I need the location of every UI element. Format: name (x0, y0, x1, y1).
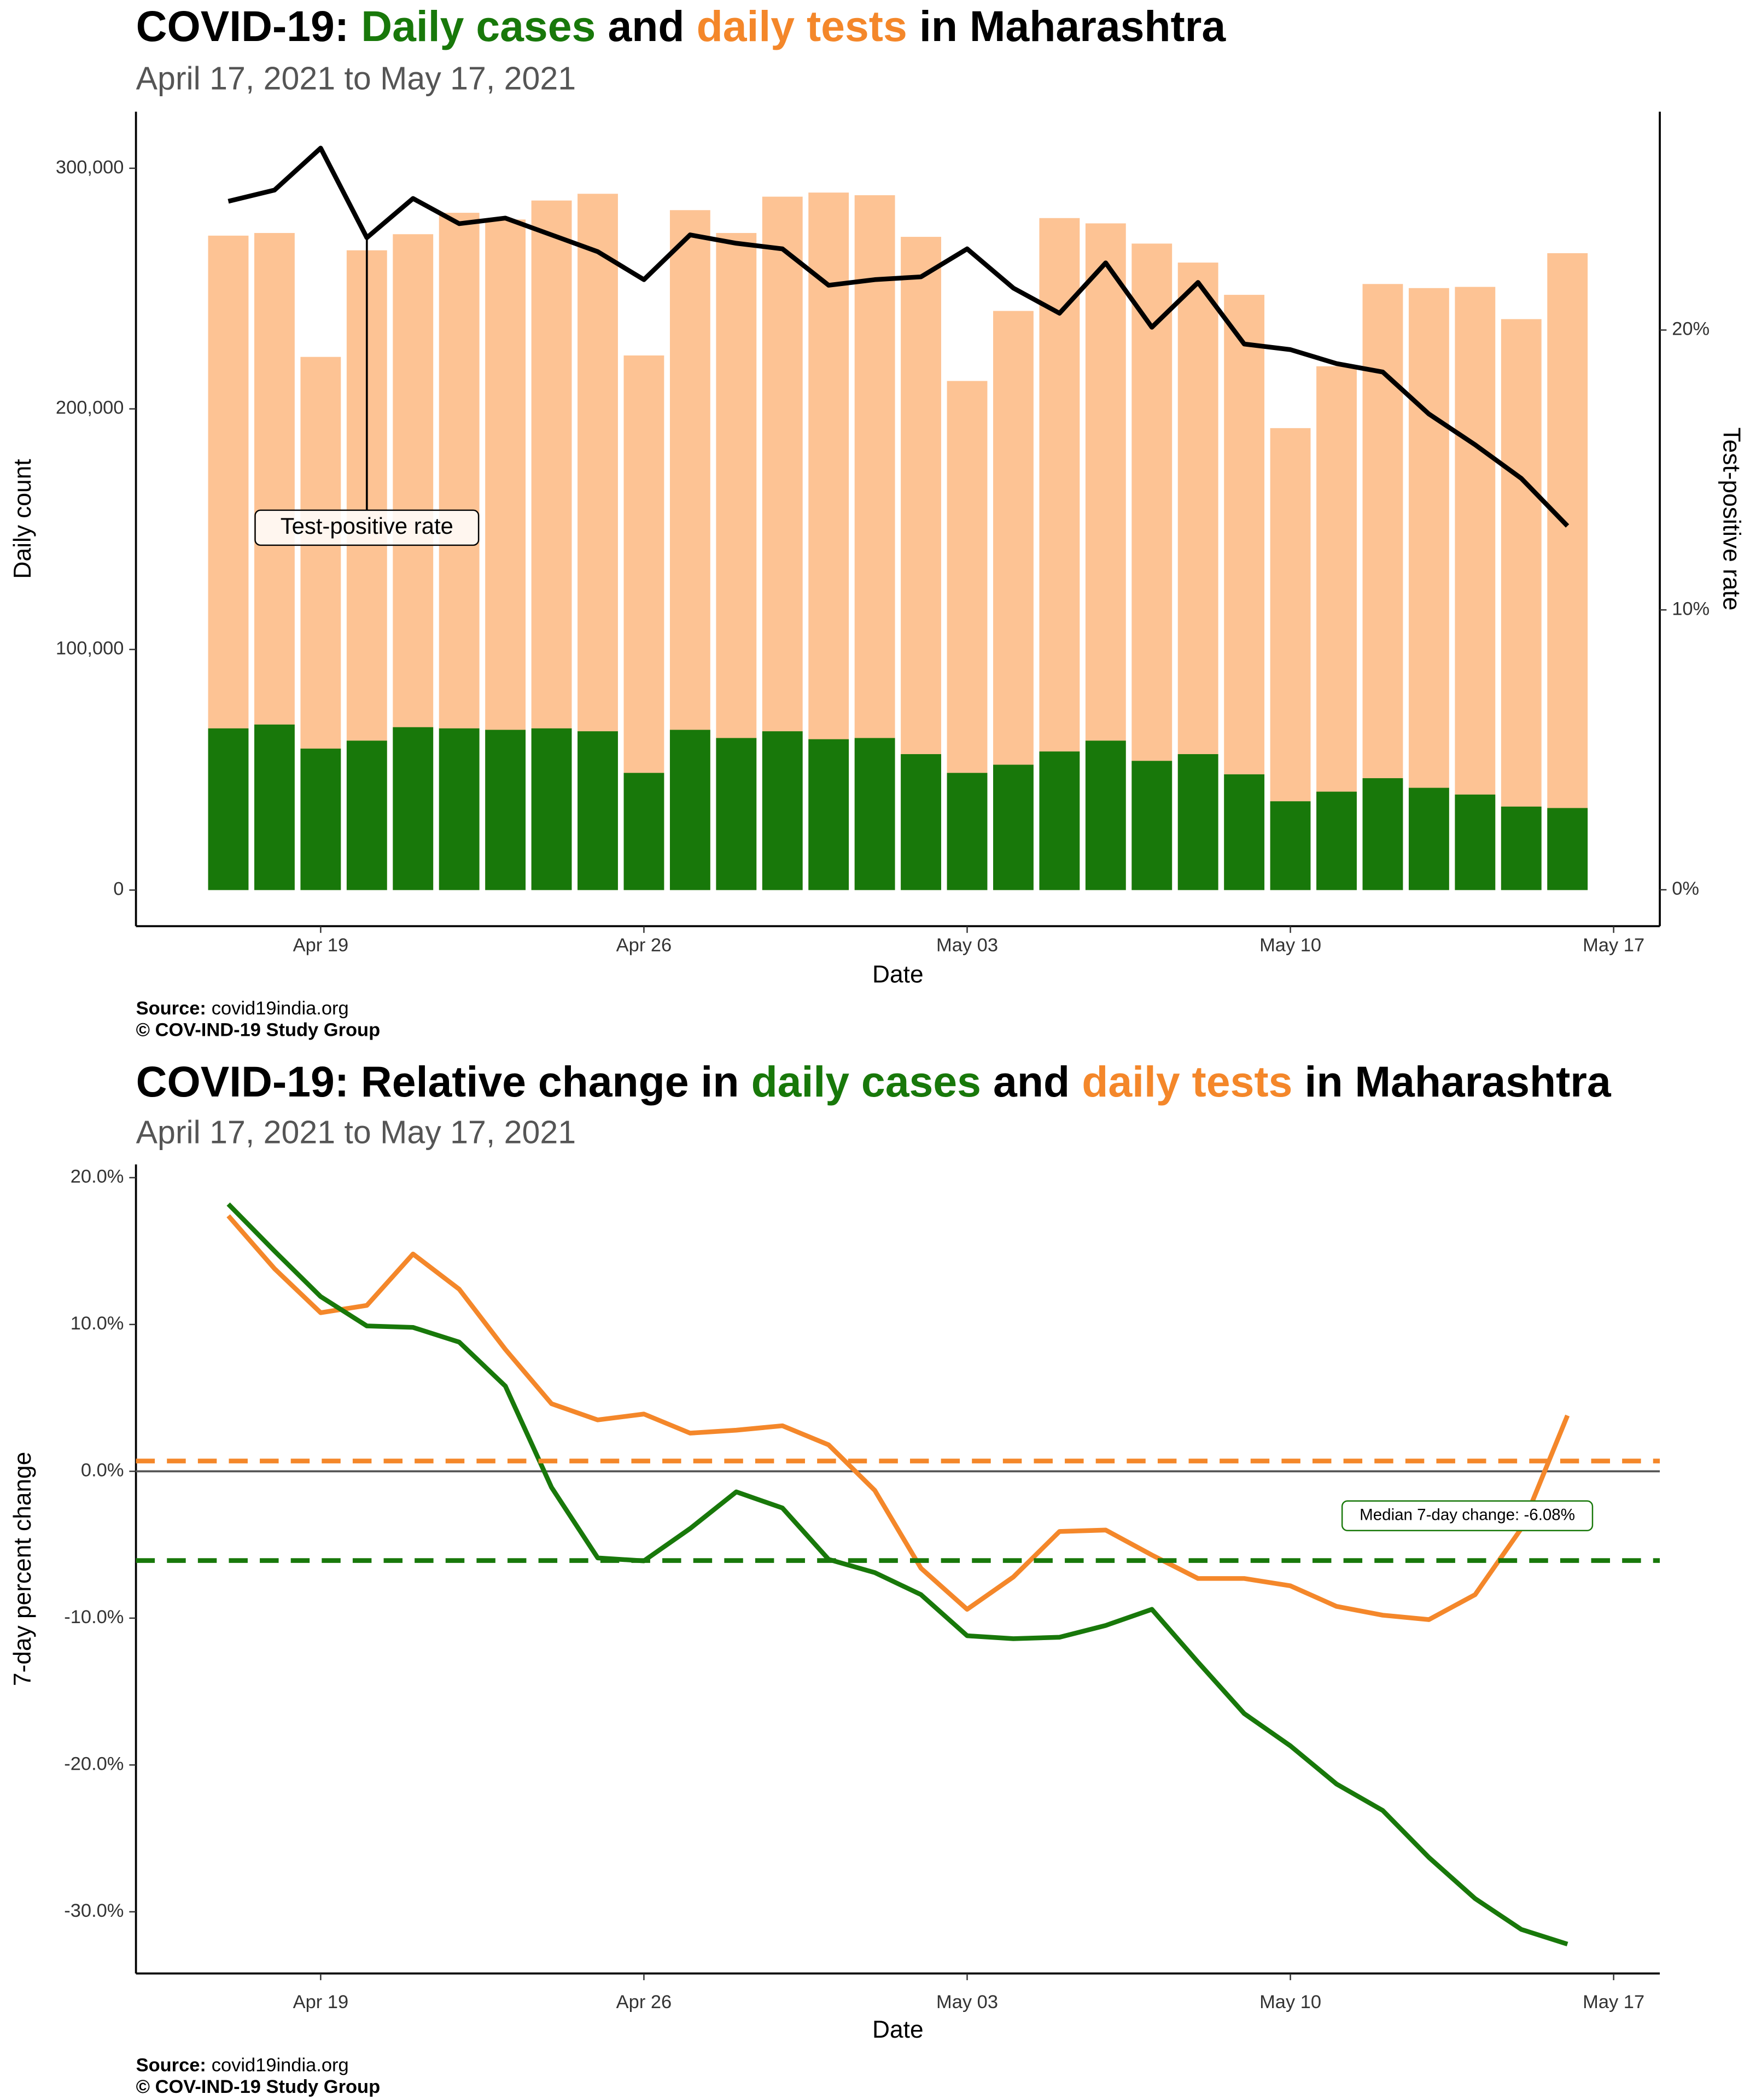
title-part: daily tests (1082, 1058, 1292, 1106)
x-tick-label: Apr 26 (616, 1992, 672, 2012)
y-tick-label: -30.0% (64, 1900, 124, 1921)
y2-tick-label: 10% (1672, 598, 1710, 619)
bar (531, 728, 572, 890)
bar (1455, 794, 1496, 890)
title-part: daily cases (751, 1058, 981, 1106)
x-axis-title: Date (872, 961, 924, 988)
bar (208, 728, 249, 890)
bar (808, 739, 849, 890)
source-value: covid19india.org (212, 998, 349, 1019)
bar (1501, 319, 1542, 890)
source-label: Source: (136, 998, 206, 1019)
x-tick-label: Apr 26 (616, 935, 672, 956)
bar (254, 724, 295, 890)
title-part: Daily cases (361, 2, 596, 50)
bar (439, 728, 480, 890)
x-tick-label: May 17 (1583, 935, 1644, 956)
median-label-box (1341, 1500, 1594, 1531)
bar (578, 731, 618, 890)
source-value: covid19india.org (212, 2055, 349, 2076)
bar (1501, 806, 1542, 890)
bar (993, 765, 1034, 890)
bar (1270, 801, 1311, 890)
x-tick-label: May 10 (1259, 935, 1321, 956)
bar (393, 727, 434, 890)
bar (1224, 774, 1265, 890)
x-tick-label: Apr 19 (293, 1992, 349, 2012)
bar (669, 730, 710, 890)
line (226, 1202, 1568, 1947)
y-tick-label: 0.0% (81, 1460, 124, 1480)
y-axis-title: 7-day percent change (9, 1452, 36, 1687)
chart-subtitle: April 17, 2021 to May 17, 2021 (136, 60, 576, 96)
bar (1547, 808, 1588, 890)
bar (1362, 778, 1403, 890)
bar (1408, 788, 1449, 890)
chart-title: COVID-19: Relative change in daily cases a… (136, 1058, 1612, 1106)
bar (346, 740, 387, 890)
x-tick-label: May 03 (936, 935, 998, 956)
title-part: daily tests (697, 2, 907, 50)
y-tick-label: -20.0% (64, 1753, 124, 1774)
y-tick-label: 20.0% (71, 1166, 124, 1187)
bar (1085, 740, 1126, 890)
chart-subtitle: April 17, 2021 to May 17, 2021 (136, 1115, 576, 1151)
title-part: in Maharashtra (919, 2, 1226, 50)
title-part: and (608, 2, 684, 50)
credit: © COV-IND-19 Study Group (136, 2076, 381, 2097)
bar (1039, 751, 1080, 890)
y2-tick-label: 20% (1672, 319, 1710, 340)
line (228, 145, 1570, 528)
bar (1455, 287, 1496, 890)
y2-axis-title: Test-positive rate (1718, 428, 1745, 611)
median-label: Median 7-day change: -6.08% (1360, 1506, 1575, 1524)
bar (1177, 754, 1218, 890)
y-tick-label: 200,000 (56, 398, 124, 418)
bar (947, 773, 988, 890)
source-label: Source: (136, 2055, 206, 2076)
y-tick-label: -10.0% (64, 1607, 124, 1628)
title-part: COVID-19: (136, 2, 349, 50)
y-axis-title: Daily count (9, 459, 36, 579)
x-tick-label: May 17 (1583, 1992, 1644, 2012)
y-tick-label: 300,000 (56, 157, 124, 178)
bar (854, 738, 895, 890)
annotation-box (254, 509, 480, 546)
y-tick-label: 100,000 (56, 638, 124, 659)
bar (716, 738, 757, 890)
bar (762, 731, 803, 890)
bar (1316, 791, 1357, 890)
bar (1547, 253, 1588, 890)
source: Source: covid19india.org (136, 998, 349, 1019)
title-part: and (993, 1058, 1070, 1106)
bar (901, 754, 941, 890)
x-axis-title: Date (872, 2016, 924, 2043)
y-tick-label: 0 (113, 879, 124, 900)
bar (1131, 761, 1172, 890)
bar (300, 748, 341, 890)
y2-tick-label: 0% (1672, 878, 1699, 899)
line (226, 1214, 1570, 1622)
chart-title: COVID-19: Daily cases and daily tests in Mah… (136, 2, 1227, 50)
annotation: Test-positive rate (281, 513, 453, 539)
credit: © COV-IND-19 Study Group (136, 1020, 381, 1041)
title-part: COVID-19: Relative change in (136, 1058, 739, 1106)
y-tick-label: 10.0% (71, 1313, 124, 1334)
bar (485, 730, 526, 890)
source: Source: covid19india.org (136, 2055, 349, 2076)
bar (623, 773, 664, 890)
x-tick-label: May 03 (936, 1992, 998, 2012)
title-part: in Maharashtra (1305, 1058, 1612, 1106)
x-tick-label: Apr 19 (293, 935, 349, 956)
x-tick-label: May 10 (1259, 1992, 1321, 2012)
